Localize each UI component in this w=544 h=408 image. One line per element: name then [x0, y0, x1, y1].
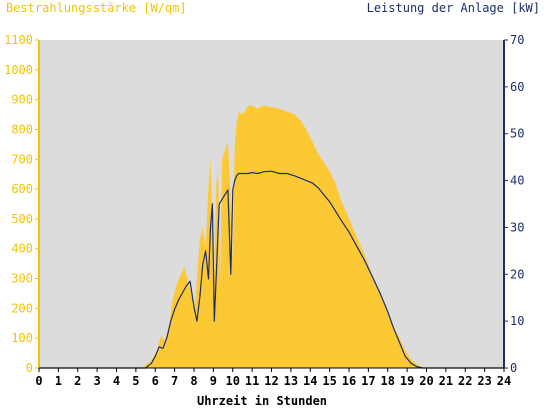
x-tick-label: 13 [284, 374, 298, 388]
right-tick-label: 40 [510, 174, 524, 188]
right-axis-title: Leistung der Anlage [kW] [367, 1, 540, 15]
x-tick-label: 20 [419, 374, 433, 388]
x-tick-label: 2 [74, 374, 81, 388]
x-tick-label: 22 [458, 374, 472, 388]
x-tick-label: 5 [132, 374, 139, 388]
right-tick-label: 10 [510, 314, 524, 328]
left-tick-label: 500 [11, 212, 33, 226]
power-line [39, 170, 504, 369]
x-tick-label: 8 [190, 374, 197, 388]
x-tick-label: 19 [400, 374, 414, 388]
tick-layer: 0100200300400500600700800900100011000102… [4, 33, 524, 388]
x-tick-label: 9 [210, 374, 217, 388]
x-tick-label: 10 [226, 374, 240, 388]
x-tick-label: 14 [303, 374, 317, 388]
left-tick-label: 600 [11, 182, 33, 196]
x-tick-label: 1 [55, 374, 62, 388]
left-tick-label: 1000 [4, 63, 33, 77]
left-tick-label: 300 [11, 272, 33, 286]
right-tick-label: 0 [510, 361, 517, 375]
left-tick-label: 900 [11, 93, 33, 107]
x-tick-label: 21 [439, 374, 453, 388]
line-series-layer [39, 170, 504, 369]
right-tick-label: 60 [510, 80, 524, 94]
left-tick-label: 400 [11, 242, 33, 256]
x-tick-label: 11 [245, 374, 259, 388]
right-tick-label: 50 [510, 127, 524, 141]
x-tick-label: 18 [381, 374, 395, 388]
irradiance-area [39, 105, 504, 368]
right-tick-label: 70 [510, 33, 524, 47]
right-tick-label: 30 [510, 220, 524, 234]
left-tick-label: 1100 [4, 33, 33, 47]
left-axis-title: Bestrahlungsstärke [W/qm] [6, 1, 187, 15]
x-tick-label: 16 [342, 374, 356, 388]
x-tick-label: 24 [497, 374, 511, 388]
left-tick-label: 200 [11, 301, 33, 315]
x-tick-label: 23 [477, 374, 491, 388]
area-series-layer [39, 105, 504, 368]
x-tick-label: 3 [94, 374, 101, 388]
x-tick-label: 4 [113, 374, 120, 388]
left-tick-label: 800 [11, 122, 33, 136]
left-tick-label: 700 [11, 152, 33, 166]
right-tick-label: 20 [510, 267, 524, 281]
left-tick-label: 0 [26, 361, 33, 375]
x-tick-label: 6 [152, 374, 159, 388]
x-axis-title: Uhrzeit in Stunden [197, 394, 327, 408]
left-tick-label: 100 [11, 331, 33, 345]
x-tick-label: 12 [264, 374, 278, 388]
x-tick-label: 0 [35, 374, 42, 388]
x-tick-label: 7 [171, 374, 178, 388]
x-tick-label: 15 [322, 374, 336, 388]
x-tick-label: 17 [361, 374, 375, 388]
